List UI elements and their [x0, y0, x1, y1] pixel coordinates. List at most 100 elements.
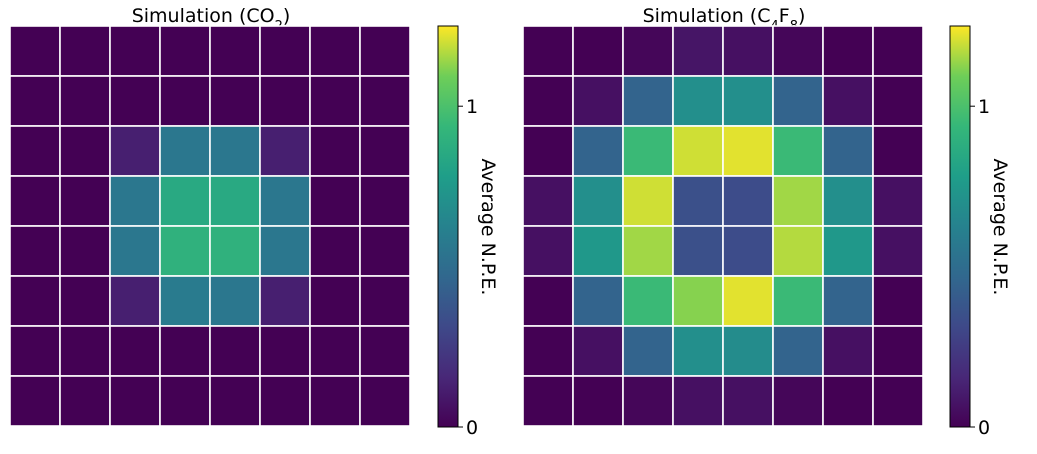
colorbar-co2	[437, 25, 459, 428]
heatmap-cell-r5-c6	[309, 275, 361, 327]
heatmap-cell-r7-c3	[159, 375, 211, 427]
heatmap-cell-r7-c1	[59, 375, 111, 427]
heatmap-cell-r1-c6	[822, 75, 874, 127]
heatmap-cell-r4-c1	[59, 225, 111, 277]
heatmap-cell-r0-c7	[359, 25, 411, 77]
heatmap-cell-r4-c1	[572, 225, 624, 277]
heatmap-cell-r1-c3	[672, 75, 724, 127]
heatmap-cell-r5-c0	[9, 275, 61, 327]
heatmap-cell-r6-c4	[722, 325, 774, 377]
heatmap-cell-r6-c6	[822, 325, 874, 377]
heatmap-cell-r3-c4	[209, 175, 261, 227]
heatmap-cell-r4-c0	[9, 225, 61, 277]
heatmap-cell-r6-c0	[9, 325, 61, 377]
heatmap-cell-r1-c6	[309, 75, 361, 127]
heatmap-cell-r2-c5	[772, 125, 824, 177]
heatmap-cell-r1-c7	[872, 75, 924, 127]
colorbar-label-co2: Average N.P.E.	[477, 159, 499, 296]
heatmap-cell-r6-c7	[359, 325, 411, 377]
heatmap-cell-r4-c0	[522, 225, 574, 277]
heatmap-cell-r1-c5	[772, 75, 824, 127]
heatmap-cell-r7-c7	[359, 375, 411, 427]
heatmap-cell-r7-c2	[622, 375, 674, 427]
heatmap-cell-r1-c2	[622, 75, 674, 127]
heatmap-cell-r0-c3	[159, 25, 211, 77]
heatmap-cell-r0-c2	[622, 25, 674, 77]
heatmap-cell-r3-c6	[309, 175, 361, 227]
heatmap-cell-r6-c0	[522, 325, 574, 377]
heatmap-cell-r2-c0	[522, 125, 574, 177]
heatmap-cell-r7-c7	[872, 375, 924, 427]
heatmap-cell-r6-c2	[622, 325, 674, 377]
heatmap-cell-r6-c2	[109, 325, 161, 377]
heatmap-cell-r2-c2	[622, 125, 674, 177]
heatmap-cell-r6-c4	[209, 325, 261, 377]
heatmap-cell-r3-c2	[109, 175, 161, 227]
heatmap-cell-r2-c4	[722, 125, 774, 177]
heatmap-cell-r6-c1	[572, 325, 624, 377]
heatmap-cell-r0-c1	[572, 25, 624, 77]
heatmap-cell-r4-c7	[872, 225, 924, 277]
heatmap-cell-r6-c3	[159, 325, 211, 377]
heatmap-cell-r3-c1	[59, 175, 111, 227]
heatmap-cell-r3-c2	[622, 175, 674, 227]
heatmap-cell-r5-c1	[59, 275, 111, 327]
colorbar-tick-label-1: 1	[466, 96, 478, 118]
heatmap-cell-r4-c6	[309, 225, 361, 277]
heatmap-cell-r2-c6	[822, 125, 874, 177]
heatmap-cell-r0-c5	[772, 25, 824, 77]
heatmap-cell-r5-c2	[622, 275, 674, 327]
heatmap-cell-r1-c1	[59, 75, 111, 127]
heatmap-cell-r4-c4	[209, 225, 261, 277]
heatmap-cell-r1-c1	[572, 75, 624, 127]
heatmap-cell-r4-c3	[159, 225, 211, 277]
heatmap-cell-r6-c6	[309, 325, 361, 377]
heatmap-cell-r2-c1	[572, 125, 624, 177]
heatmap-cell-r3-c3	[672, 175, 724, 227]
heatmap-cell-r3-c3	[159, 175, 211, 227]
heatmap-cells-c4f8	[522, 25, 924, 427]
heatmap-cell-r1-c2	[109, 75, 161, 127]
heatmap-cell-r6-c3	[672, 325, 724, 377]
heatmap-cell-r6-c5	[259, 325, 311, 377]
heatmap-cell-r4-c5	[259, 225, 311, 277]
heatmap-cell-r3-c6	[822, 175, 874, 227]
heatmap-cell-r5-c7	[872, 275, 924, 327]
heatmap-cell-r4-c2	[109, 225, 161, 277]
heatmap-cell-r3-c7	[872, 175, 924, 227]
heatmap-cell-r2-c7	[872, 125, 924, 177]
heatmap-cell-r3-c5	[772, 175, 824, 227]
heatmap-cell-r5-c5	[772, 275, 824, 327]
heatmap-cell-r6-c7	[872, 325, 924, 377]
heatmap-cell-r5-c2	[109, 275, 161, 327]
heatmap-cell-r4-c2	[622, 225, 674, 277]
heatmap-cell-r2-c5	[259, 125, 311, 177]
heatmap-cell-r2-c3	[672, 125, 724, 177]
heatmap-cell-r0-c1	[59, 25, 111, 77]
heatmap-cell-r0-c5	[259, 25, 311, 77]
heatmap-cell-r0-c6	[309, 25, 361, 77]
heatmap-cell-r2-c4	[209, 125, 261, 177]
heatmap-cell-r7-c4	[722, 375, 774, 427]
heatmap-cell-r3-c4	[722, 175, 774, 227]
heatmap-cell-r7-c3	[672, 375, 724, 427]
heatmap-cell-r2-c0	[9, 125, 61, 177]
heatmap-cell-r7-c5	[259, 375, 311, 427]
heatmap-cell-r7-c6	[309, 375, 361, 427]
heatmap-cell-r0-c2	[109, 25, 161, 77]
heatmap-cell-r1-c0	[9, 75, 61, 127]
heatmap-cell-r5-c3	[159, 275, 211, 327]
colorbar-ticks-c4f8: 01	[970, 96, 990, 439]
heatmap-cell-r5-c5	[259, 275, 311, 327]
heatmap-cell-r4-c7	[359, 225, 411, 277]
heatmap-cell-r1-c4	[722, 75, 774, 127]
heatmap-cell-r4-c3	[672, 225, 724, 277]
heatmap-cell-r6-c5	[772, 325, 824, 377]
heatmap-cell-r4-c5	[772, 225, 824, 277]
heatmap-cell-r7-c1	[572, 375, 624, 427]
heatmap-cell-r1-c3	[159, 75, 211, 127]
heatmap-cell-r7-c5	[772, 375, 824, 427]
heatmap-cell-r0-c4	[722, 25, 774, 77]
heatmap-cell-r3-c5	[259, 175, 311, 227]
